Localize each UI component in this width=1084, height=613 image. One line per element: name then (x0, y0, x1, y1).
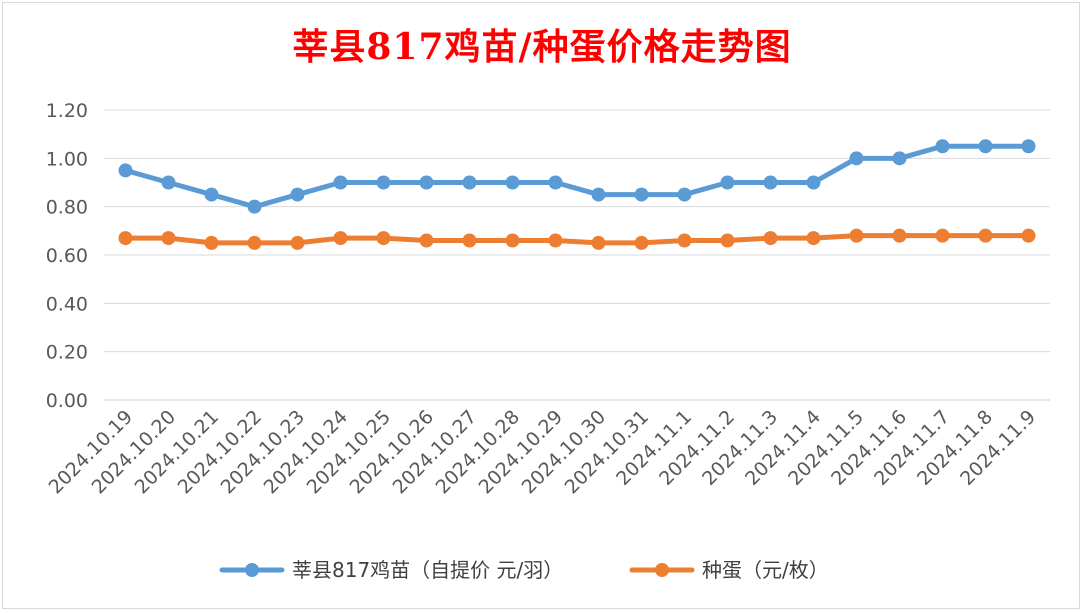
data-point (204, 187, 219, 202)
data-point (978, 139, 993, 154)
data-point (806, 231, 821, 246)
series-line-1 (123, 143, 1031, 210)
y-tick-label: 0.60 (46, 245, 88, 267)
data-point (247, 235, 262, 250)
data-point (591, 187, 606, 202)
data-point (419, 175, 434, 190)
legend-swatch-marker (655, 563, 669, 577)
series-line-2 (123, 233, 1031, 246)
data-point (978, 228, 993, 243)
legend-label: 莘县817鸡苗（自提价 元/羽） (292, 558, 563, 582)
data-point (333, 175, 348, 190)
data-point (505, 175, 520, 190)
data-point (935, 139, 950, 154)
data-point (290, 187, 305, 202)
data-point (720, 175, 735, 190)
data-point (376, 231, 391, 246)
data-point (1021, 139, 1036, 154)
y-tick-label: 1.00 (46, 148, 88, 170)
data-point (548, 233, 563, 248)
data-point (720, 233, 735, 248)
data-point (548, 175, 563, 190)
data-point (376, 175, 391, 190)
data-point (1021, 228, 1036, 243)
chart-title: 莘县817鸡苗/种蛋价格走势图 (292, 26, 792, 68)
data-point (935, 228, 950, 243)
data-point (591, 235, 606, 250)
data-point (118, 163, 133, 178)
data-point (462, 233, 477, 248)
data-point (161, 175, 176, 190)
legend-swatch-marker (245, 563, 259, 577)
data-point (118, 231, 133, 246)
data-point (892, 151, 907, 166)
data-point (333, 231, 348, 246)
data-point (849, 228, 864, 243)
data-point (161, 231, 176, 246)
data-point (634, 235, 649, 250)
data-point (505, 233, 520, 248)
data-point (634, 187, 649, 202)
y-tick-label: 0.80 (46, 197, 88, 219)
data-point (806, 175, 821, 190)
y-tick-label: 0.00 (46, 390, 88, 412)
data-point (462, 175, 477, 190)
legend-label: 种蛋（元/枚） (702, 558, 829, 582)
data-point (677, 187, 692, 202)
data-point (247, 199, 262, 214)
data-point (763, 175, 778, 190)
data-point (419, 233, 434, 248)
y-tick-label: 0.20 (46, 342, 88, 364)
data-point (677, 233, 692, 248)
data-point (763, 231, 778, 246)
data-point (290, 235, 305, 250)
data-point (849, 151, 864, 166)
data-point (892, 228, 907, 243)
y-tick-label: 0.40 (46, 293, 88, 315)
data-point (204, 235, 219, 250)
y-tick-label: 1.20 (46, 100, 88, 122)
